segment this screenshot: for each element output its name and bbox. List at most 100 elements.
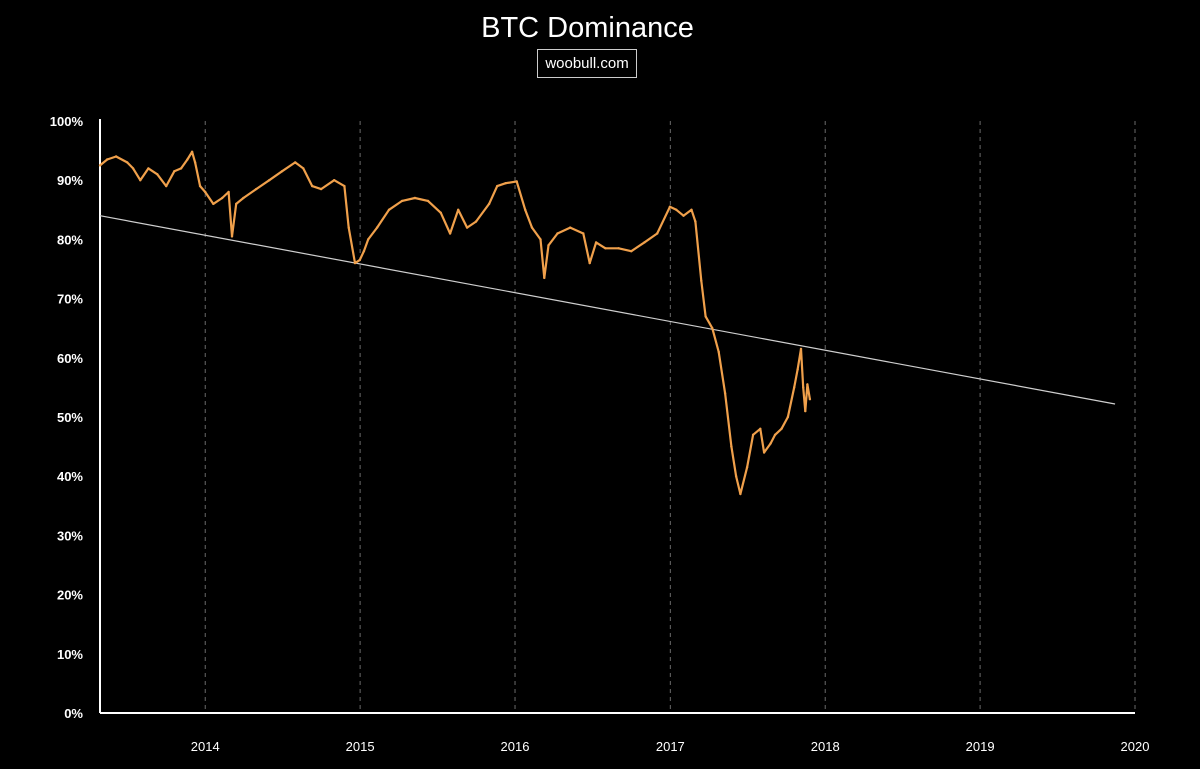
data-point [302, 167, 305, 170]
data-point [173, 170, 176, 173]
data-point [594, 241, 598, 244]
source-badge: woobull.com [537, 49, 637, 78]
x-tick-label-2014: 2014 [191, 739, 220, 754]
data-point [268, 179, 271, 182]
x-tick-label-2020: 2020 [1121, 739, 1150, 754]
data-point [212, 202, 215, 206]
x-tick-label-2017: 2017 [656, 739, 685, 754]
data-point [457, 208, 460, 211]
data-point [539, 238, 542, 241]
data-point [547, 244, 550, 247]
data-point [690, 208, 693, 211]
data-point [221, 196, 224, 200]
data-point [387, 208, 391, 211]
data-point [448, 232, 452, 235]
data-point [700, 279, 703, 282]
data-point [426, 199, 430, 203]
data-point [106, 158, 109, 161]
data-point [717, 350, 720, 354]
data-point [799, 347, 803, 351]
y-tick-label-0: 0% [64, 706, 83, 721]
data-point [730, 445, 733, 448]
data-point [319, 187, 323, 191]
y-tick-label-30: 30% [57, 528, 83, 543]
data-point [114, 155, 118, 158]
y-tick-label-10: 10% [57, 647, 83, 662]
data-point [793, 386, 796, 389]
data-point [569, 226, 572, 229]
data-point [543, 276, 546, 280]
data-point [487, 202, 491, 206]
data-point [588, 261, 591, 265]
data-point [806, 383, 809, 386]
data-point [556, 232, 559, 235]
x-tick-label-2018: 2018 [811, 739, 840, 754]
data-point [165, 184, 168, 188]
data-point [131, 167, 135, 170]
x-tick-label-2019: 2019 [966, 739, 995, 754]
data-point [413, 196, 417, 200]
data-point [704, 315, 707, 318]
data-point [751, 433, 755, 436]
y-tick-label-80: 80% [57, 232, 83, 247]
data-point [723, 392, 727, 395]
data-point [496, 184, 499, 188]
data-point [786, 415, 790, 419]
data-point [762, 451, 766, 454]
y-tick-label-50: 50% [57, 410, 83, 425]
data-point [802, 386, 805, 389]
btc-dominance-line [99, 150, 811, 496]
chart-title: BTC Dominance [481, 12, 694, 44]
data-points [98, 150, 812, 496]
data-point [504, 182, 507, 185]
trend-line [99, 215, 1116, 405]
data-point [780, 427, 783, 430]
y-tick-label-90: 90% [57, 173, 83, 188]
data-point [734, 475, 738, 478]
x-tick-label-2015: 2015 [346, 739, 375, 754]
data-point [711, 327, 714, 330]
data-point [147, 167, 150, 170]
data-point [675, 208, 678, 211]
data-point [474, 220, 478, 223]
data-point [126, 161, 129, 164]
data-point [255, 187, 258, 191]
data-point [362, 250, 366, 253]
data-point [524, 208, 527, 211]
y-tick-label-20: 20% [57, 588, 83, 603]
data-point [582, 232, 585, 235]
data-point [515, 180, 518, 183]
data-point [769, 442, 772, 445]
data-point [333, 179, 336, 182]
x-tick-label-2016: 2016 [501, 739, 530, 754]
data-point [759, 427, 762, 430]
data-point [439, 211, 442, 214]
data-point [804, 409, 807, 413]
data-point [617, 247, 620, 250]
data-point [227, 190, 230, 194]
data-point [375, 226, 379, 229]
data-point [745, 466, 749, 469]
data-point [808, 398, 812, 401]
y-tick-label-70: 70% [57, 292, 83, 307]
data-point [465, 226, 469, 229]
data-point [604, 247, 607, 250]
data-point [235, 202, 238, 206]
data-point [311, 184, 314, 188]
data-point [694, 220, 697, 223]
data-point [643, 241, 646, 244]
data-point [773, 433, 777, 436]
data-point [198, 184, 202, 188]
data-point [796, 368, 799, 371]
data-point [190, 150, 194, 153]
y-tick-label-100: 100% [50, 114, 84, 129]
data-point [156, 173, 159, 176]
data-point [230, 235, 234, 238]
data-point [347, 226, 350, 229]
y-tick-label-40: 40% [57, 469, 83, 484]
data-point [400, 199, 404, 203]
data-point [343, 184, 346, 188]
data-point [193, 161, 197, 164]
data-point [353, 261, 357, 265]
